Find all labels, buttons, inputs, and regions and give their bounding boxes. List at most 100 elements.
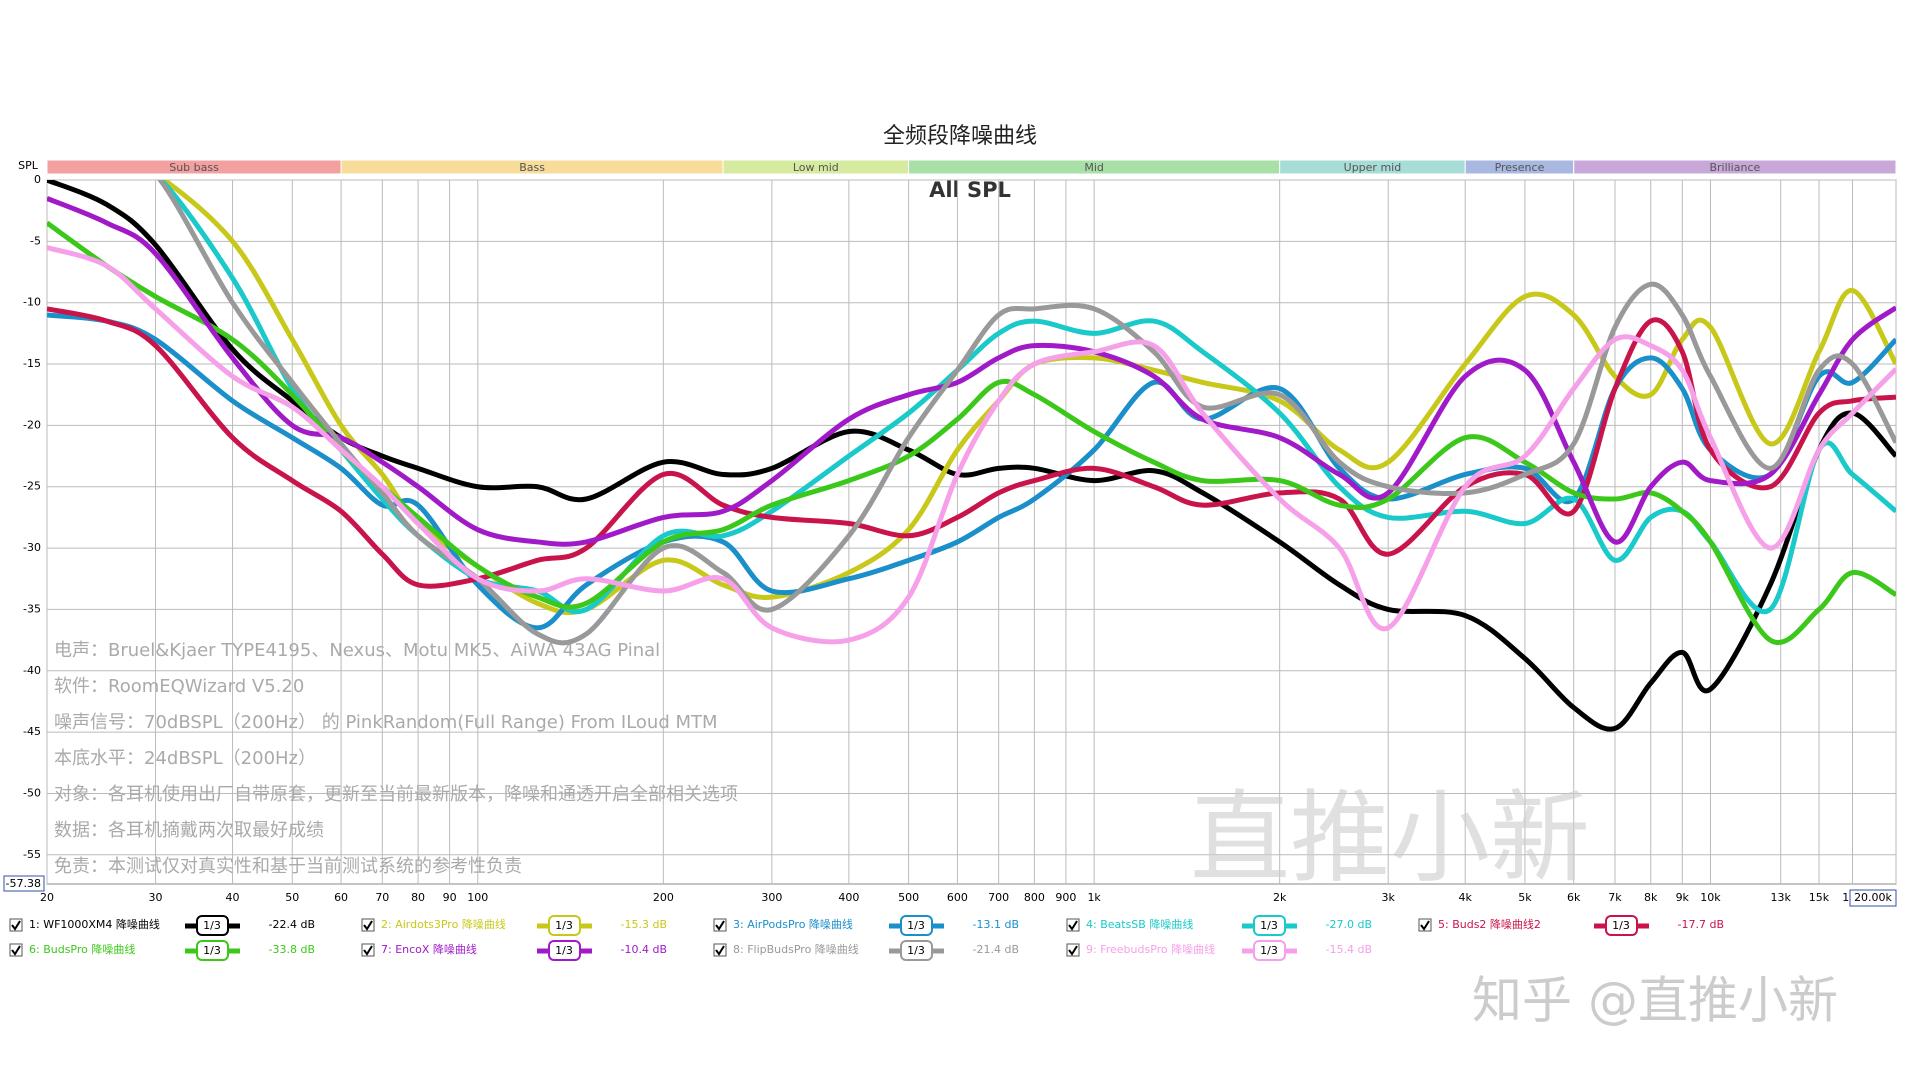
band-label: Brilliance	[1709, 161, 1760, 174]
x-tick-label: 60	[334, 891, 348, 904]
series-line	[47, 196, 1896, 547]
y-tick-label: -45	[23, 725, 41, 738]
x-tick-label: 6k	[1567, 891, 1581, 904]
x-tick-label: 70	[375, 891, 389, 904]
x-tick-label: 15k	[1809, 891, 1830, 904]
band-label: Sub bass	[169, 161, 219, 174]
x-tick-label: 20	[40, 891, 54, 904]
legend-readout: -21.4 dB	[973, 943, 1020, 956]
x-tick-label: 9k	[1676, 891, 1690, 904]
legend-smoothing-box	[548, 915, 581, 936]
note: 电声：Bruel&Kjaer TYPE4195、Nexus、Motu MK5、A…	[54, 640, 660, 661]
x-tick-label: 7k	[1608, 891, 1622, 904]
note: 噪声信号：70dBSPL（200Hz） 的 PinkRandom(Full Ra…	[54, 712, 718, 733]
series-line	[47, 306, 1896, 589]
x-tick-label: 400	[838, 891, 859, 904]
x-tick-label: 1k	[1087, 891, 1101, 904]
note: 对象：各耳机使用出厂自带原套，更新至当前最新版本，降噪和通透开启全部相关选项	[54, 784, 738, 805]
legend-smoothing-box	[548, 940, 581, 961]
y-tick-label: -20	[23, 418, 41, 431]
legend-check	[363, 945, 373, 956]
legend-smoothing: 1/3	[555, 944, 573, 957]
legend-smoothing-box	[900, 915, 933, 936]
legend-label: 7: EncoX 降噪曲线	[381, 942, 477, 956]
legend-label: 5: Buds2 降噪曲线2	[1438, 917, 1541, 931]
note: 免责：本测试仅对真实性和基于当前测试系统的参考性负责	[54, 856, 522, 877]
legend-check	[363, 920, 373, 931]
legend-readout: -33.8 dB	[269, 943, 316, 956]
y-tick-label: -30	[23, 541, 41, 554]
y-tick-label: -15	[23, 357, 41, 370]
y-axis-label: SPL	[18, 159, 39, 172]
legend-label: 8: FlipBudsPro 降噪曲线	[733, 942, 859, 956]
note: 软件：RoomEQWizard V5.20	[54, 676, 304, 697]
series-line	[157, 180, 1896, 615]
band-label: Low mid	[793, 161, 839, 174]
credit: 知乎 @直推小新	[1472, 972, 1838, 1030]
legend-label: 6: BudsPro 降噪曲线	[29, 942, 135, 956]
legend-smoothing: 1/3	[203, 944, 221, 957]
legend-smoothing-box	[196, 915, 229, 936]
legend-smoothing: 1/3	[1260, 944, 1278, 957]
legend-check	[11, 920, 21, 931]
legend-smoothing: 1/3	[907, 944, 925, 957]
legend-check	[1420, 920, 1430, 931]
x-tick-label: 200	[653, 891, 674, 904]
x-limit-box	[1849, 889, 1897, 907]
x-tick-label: 900	[1055, 891, 1076, 904]
legend-smoothing-box	[1605, 915, 1638, 936]
y-tick-label: -40	[23, 664, 41, 677]
x-tick-label: 700	[988, 891, 1009, 904]
x-tick-label: 3k	[1382, 891, 1396, 904]
x-tick-label: 90	[443, 891, 457, 904]
legend-readout: -10.4 dB	[621, 943, 668, 956]
legend-smoothing: 1/3	[1260, 919, 1278, 932]
legend-smoothing-box	[1253, 940, 1286, 961]
legend-check	[1068, 920, 1078, 931]
x-tick-label: 500	[898, 891, 919, 904]
legend-readout: -22.4 dB	[269, 918, 316, 931]
legend-smoothing: 1/3	[555, 919, 573, 932]
y-tick-label: -5	[30, 234, 41, 247]
band-label: Presence	[1495, 161, 1545, 174]
y-tick-label: -50	[23, 786, 41, 799]
series-line	[47, 245, 1896, 645]
legend-readout: -15.4 dB	[1326, 943, 1373, 956]
legend-smoothing: 1/3	[907, 919, 925, 932]
x-tick-label: 13k	[1771, 891, 1792, 904]
x-tick-label: 4k	[1459, 891, 1473, 904]
x-tick-label: 300	[761, 891, 782, 904]
legend-smoothing-box	[1253, 915, 1286, 936]
x-tick-label: 40	[226, 891, 240, 904]
series-line	[47, 312, 1896, 631]
legend-readout: -15.3 dB	[621, 918, 668, 931]
legend-smoothing: 1/3	[1612, 919, 1630, 932]
legend-check	[1068, 945, 1078, 956]
legend-smoothing: 1/3	[203, 919, 221, 932]
x-tick-label: 5k	[1518, 891, 1532, 904]
y-tick-label: -57.38	[6, 877, 41, 890]
x-tick-label: 30	[149, 891, 163, 904]
legend-label: 9: FreebudsPro 降噪曲线	[1086, 942, 1215, 956]
note: 本底水平：24dBSPL（200Hz）	[54, 748, 316, 769]
band-label: Upper mid	[1344, 161, 1402, 174]
legend-readout: -27.0 dB	[1326, 918, 1373, 931]
band-label: Bass	[519, 161, 545, 174]
x-tick-label: 50	[285, 891, 299, 904]
x-tick-label: 800	[1024, 891, 1045, 904]
legend-label: 2: Airdots3Pro 降噪曲线	[381, 917, 506, 931]
note: 数据：各耳机摘戴两次取最好成绩	[54, 820, 324, 841]
legend-check	[11, 945, 21, 956]
legend-label: 1: WF1000XM4 降噪曲线	[29, 917, 160, 931]
watermark: 直推小新	[1190, 779, 1590, 896]
band-label: Mid	[1084, 161, 1104, 174]
x-tick-label: 80	[411, 891, 425, 904]
x-tick-label: 10k	[1700, 891, 1721, 904]
legend-check	[715, 920, 725, 931]
x-tick-label: 8k	[1644, 891, 1658, 904]
y-tick-label: -35	[23, 602, 41, 615]
legend-check	[715, 945, 725, 956]
x-tick-label: 2k	[1273, 891, 1287, 904]
legend-label: 4: BeatsSB 降噪曲线	[1086, 917, 1193, 931]
legend-smoothing-box	[196, 940, 229, 961]
